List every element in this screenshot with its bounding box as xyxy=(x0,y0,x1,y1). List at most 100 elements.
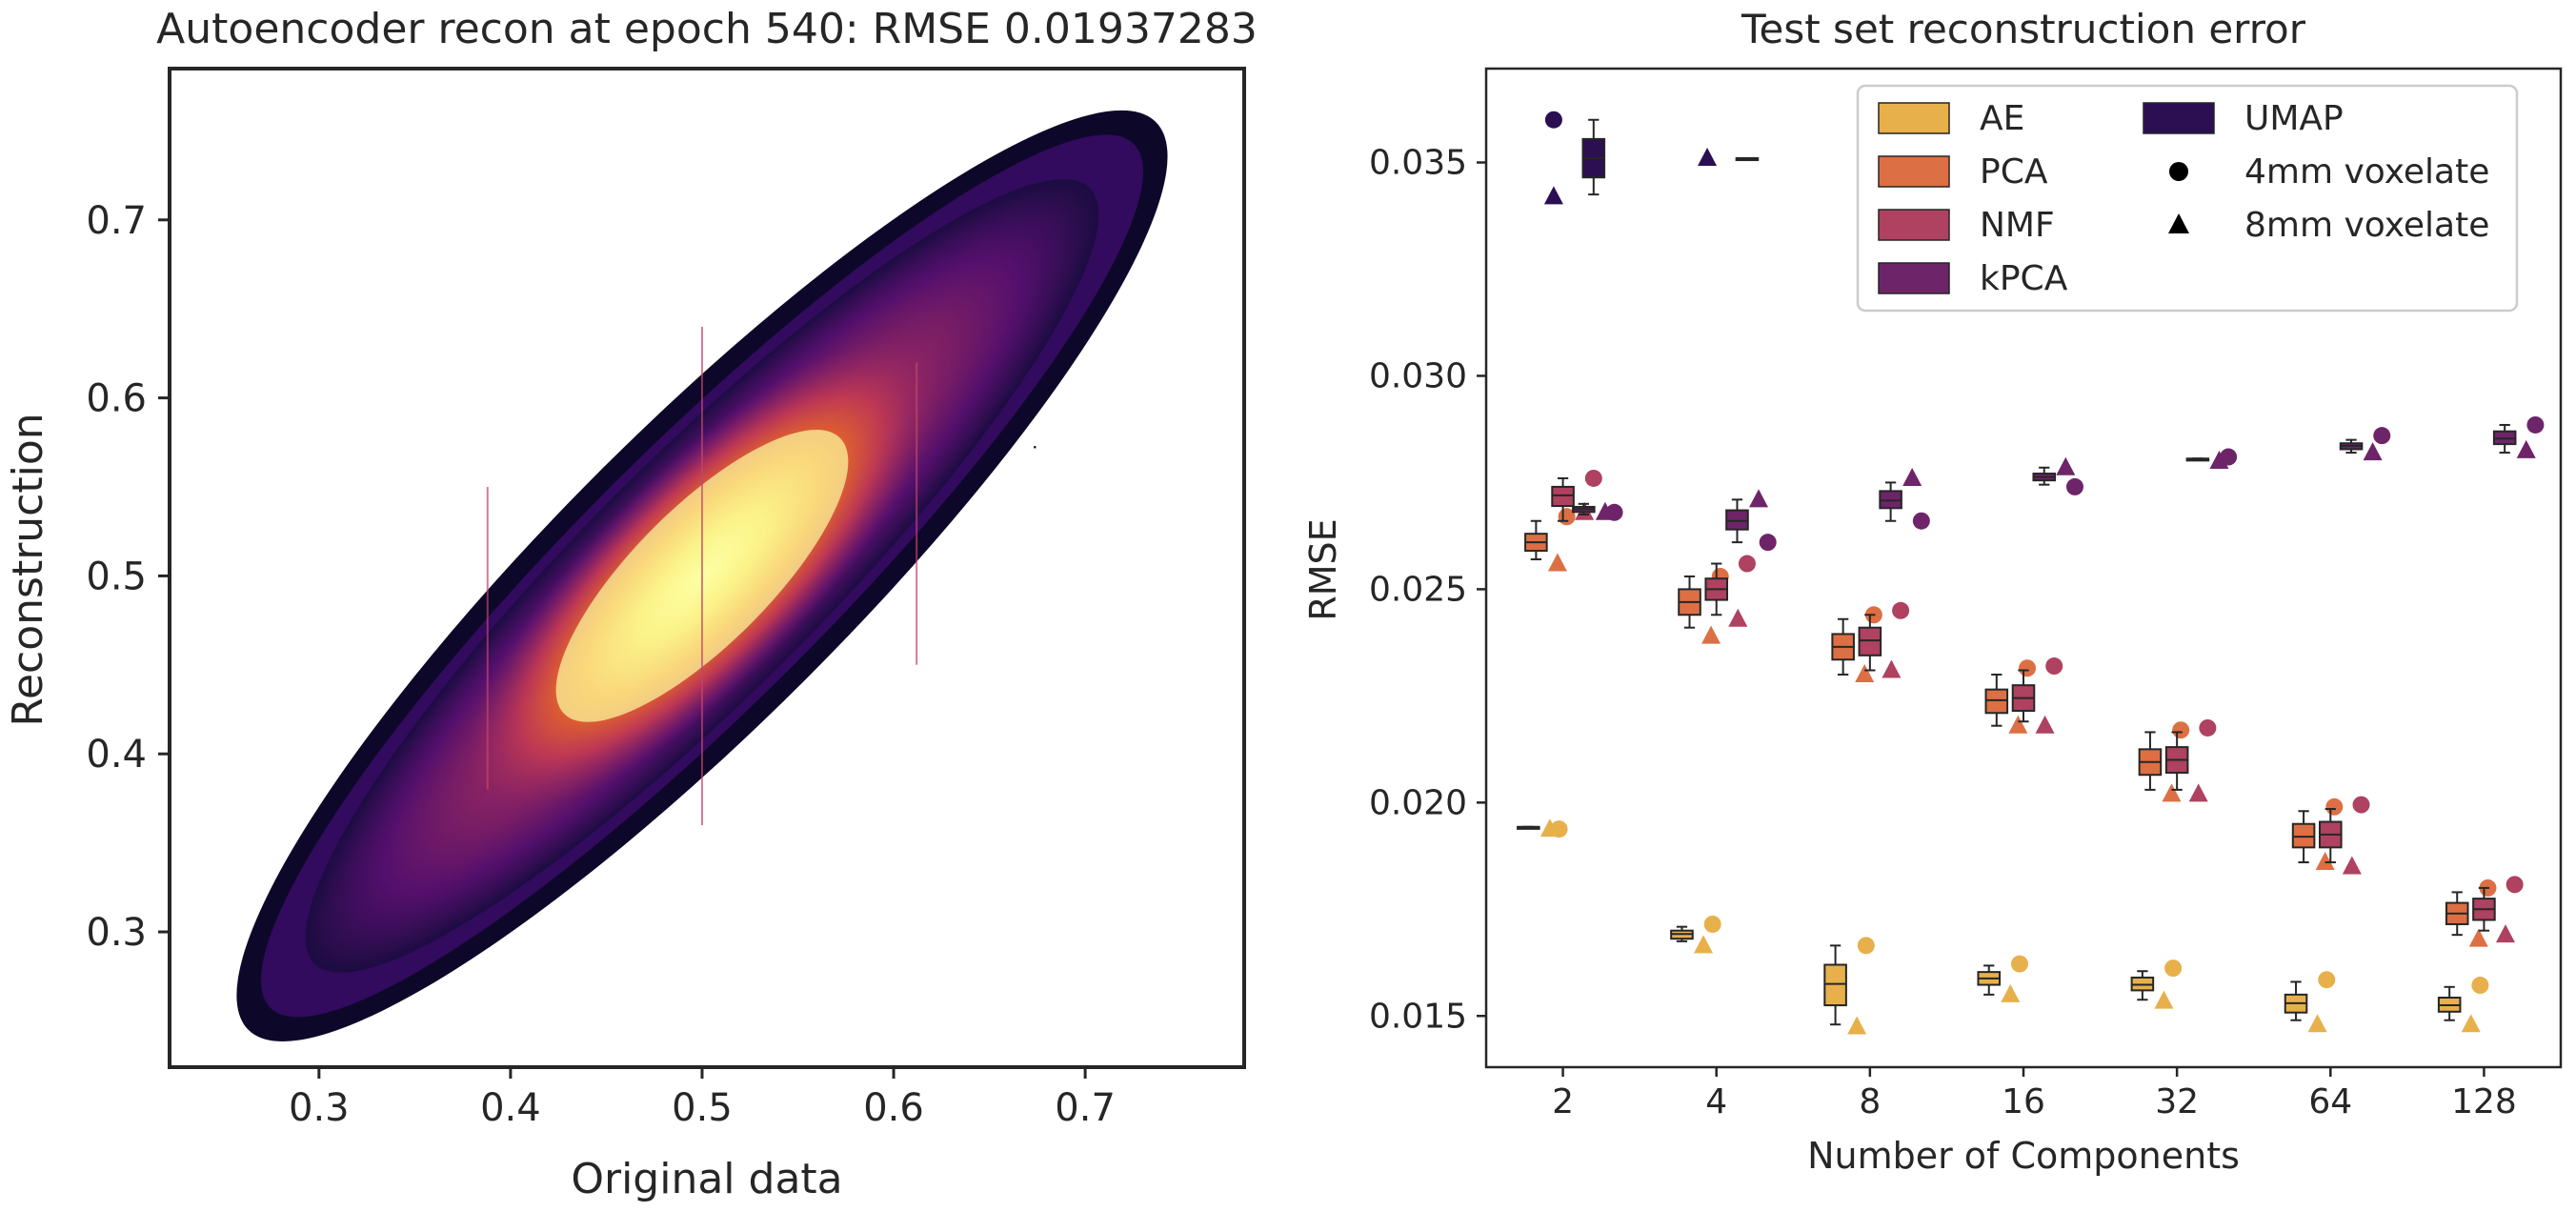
x-tick-label: 32 xyxy=(2155,1082,2199,1121)
left-axes-frame xyxy=(168,67,1246,1069)
x-tick-label: 8 xyxy=(1859,1082,1881,1121)
marker-8mm-umap xyxy=(1698,148,1718,167)
legend-swatch xyxy=(1878,209,1950,241)
x-tick-label: 4 xyxy=(1705,1082,1727,1121)
y-tick-label: 0.030 xyxy=(1369,356,1467,395)
marker-4mm-kpca xyxy=(2373,427,2391,445)
marker-8mm-kpca xyxy=(2516,439,2536,458)
marker-8mm-nmf xyxy=(2188,783,2208,802)
right-title: Test set reconstruction error xyxy=(1741,6,2306,52)
marker-4mm-pca xyxy=(2019,659,2037,677)
marker-8mm-pca xyxy=(2315,852,2335,871)
marker-4mm-pca xyxy=(2172,721,2190,739)
left-ylabel: Reconstruction xyxy=(4,413,52,726)
marker-8mm-nmf xyxy=(2342,856,2362,875)
y-tick-label: 0.6 xyxy=(86,377,147,421)
legend: AE PCA NMF kPCA UMAP 4mm voxelate 8mm voxelate xyxy=(1856,84,2519,313)
marker-8mm-kpca xyxy=(1749,489,1769,508)
legend-label: 8mm voxelate xyxy=(2244,206,2489,245)
marker-4mm-kpca xyxy=(2526,415,2545,434)
marker-4mm-nmf xyxy=(2352,796,2370,814)
marker-8mm-nmf xyxy=(1728,608,1748,627)
y-tick-label: 0.4 xyxy=(86,733,147,777)
box-nmf xyxy=(1551,485,1575,508)
marker-8mm-kpca xyxy=(2209,451,2229,470)
x-tick-label: 16 xyxy=(2002,1082,2045,1121)
marker-4mm-kpca xyxy=(2065,477,2083,495)
left-x-ticks: 0.3 0.4 0.5 0.6 0.7 xyxy=(289,1067,1116,1130)
legend-label: 4mm voxelate xyxy=(2244,152,2489,192)
x-tick-label: 0.7 xyxy=(1055,1086,1116,1130)
legend-circle-marker xyxy=(2169,162,2188,181)
legend-label: kPCA xyxy=(1980,259,2068,298)
legend-swatch xyxy=(1878,155,1950,188)
marker-4mm-nmf xyxy=(1892,601,1910,619)
box-kpca xyxy=(1725,509,1749,531)
marker-4mm-ae xyxy=(2010,955,2028,973)
box-pca xyxy=(2291,822,2316,849)
marker-4mm-ae xyxy=(2318,971,2336,989)
marker-8mm-kpca xyxy=(1902,467,1922,486)
x-tick-label: 128 xyxy=(2451,1082,2517,1121)
x-tick-label: 0.6 xyxy=(863,1086,924,1130)
left-y-ticks: 0.3 0.4 0.5 0.6 0.7 xyxy=(86,199,170,955)
right-y-ticks: 0.015 0.020 0.025 0.030 0.035 xyxy=(1369,144,1486,1036)
box-pca xyxy=(1984,688,2009,715)
marker-8mm-ae xyxy=(1540,818,1560,838)
legend-swatch xyxy=(1878,102,1950,134)
box-ae xyxy=(1823,963,1847,1007)
y-tick-label: 0.015 xyxy=(1369,997,1467,1036)
marker-8mm-pca xyxy=(1855,663,1875,682)
marker-8mm-nmf xyxy=(1882,659,1902,678)
legend-box xyxy=(1856,84,2519,313)
box-plots xyxy=(1517,111,2545,1035)
outlier-dot xyxy=(1034,446,1036,449)
density-panel: Autoencoder recon at epoch 540: RMSE 0.0… xyxy=(4,5,1258,1203)
marker-4mm-umap xyxy=(1544,111,1562,129)
legend-label: UMAP xyxy=(2244,99,2344,138)
right-xlabel: Number of Components xyxy=(1807,1135,2240,1177)
y-tick-label: 0.020 xyxy=(1369,783,1467,822)
left-xlabel: Original data xyxy=(571,1155,842,1203)
marker-4mm-nmf xyxy=(1738,555,1756,573)
legend-label: NMF xyxy=(1980,206,2055,245)
marker-4mm-ae xyxy=(2164,960,2183,978)
left-title: Autoencoder recon at epoch 540: RMSE 0.0… xyxy=(156,5,1258,53)
marker-8mm-pca xyxy=(2162,783,2182,802)
marker-8mm-pca xyxy=(2008,715,2028,734)
marker-8mm-pca xyxy=(2468,928,2488,947)
legend-swatch xyxy=(2143,102,2215,134)
y-tick-label: 0.7 xyxy=(86,199,147,243)
marker-8mm-kpca xyxy=(2363,442,2383,461)
marker-4mm-nmf xyxy=(2506,876,2524,894)
marker-4mm-ae xyxy=(2471,977,2489,995)
marker-8mm-kpca xyxy=(2056,456,2076,475)
legend-triangle-marker xyxy=(2168,213,2189,233)
x-tick-label: 0.3 xyxy=(289,1086,350,1130)
marker-8mm-ae xyxy=(2154,990,2174,1009)
marker-8mm-ae xyxy=(2001,983,2021,1002)
marker-8mm-ae xyxy=(2461,1014,2481,1033)
marker-4mm-kpca xyxy=(1912,512,1930,530)
legend-label: AE xyxy=(1980,99,2024,138)
y-tick-label: 0.3 xyxy=(86,911,147,955)
rmse-panel: Test set reconstruction error 2 4 8 16 32 64 1… xyxy=(1302,6,2563,1177)
x-tick-label: 0.4 xyxy=(480,1086,541,1130)
marker-4mm-nmf xyxy=(2045,657,2063,676)
marker-8mm-kpca xyxy=(1595,501,1615,520)
marker-4mm-nmf xyxy=(2199,718,2217,737)
marker-8mm-umap xyxy=(1543,186,1563,205)
marker-8mm-nmf xyxy=(2035,715,2055,734)
x-tick-label: 64 xyxy=(2308,1082,2352,1121)
y-tick-label: 0.035 xyxy=(1369,144,1467,183)
marker-4mm-pca xyxy=(2325,798,2344,816)
marker-8mm-ae xyxy=(2307,1014,2327,1033)
marker-4mm-nmf xyxy=(1584,469,1602,487)
marker-8mm-nmf xyxy=(2495,924,2515,943)
right-x-ticks: 2 4 8 16 32 64 128 xyxy=(1552,1067,2517,1121)
box-nmf xyxy=(1858,626,1882,656)
marker-4mm-ae xyxy=(1703,915,1721,933)
right-ylabel: RMSE xyxy=(1302,518,1344,620)
marker-4mm-ae xyxy=(1857,937,1875,955)
